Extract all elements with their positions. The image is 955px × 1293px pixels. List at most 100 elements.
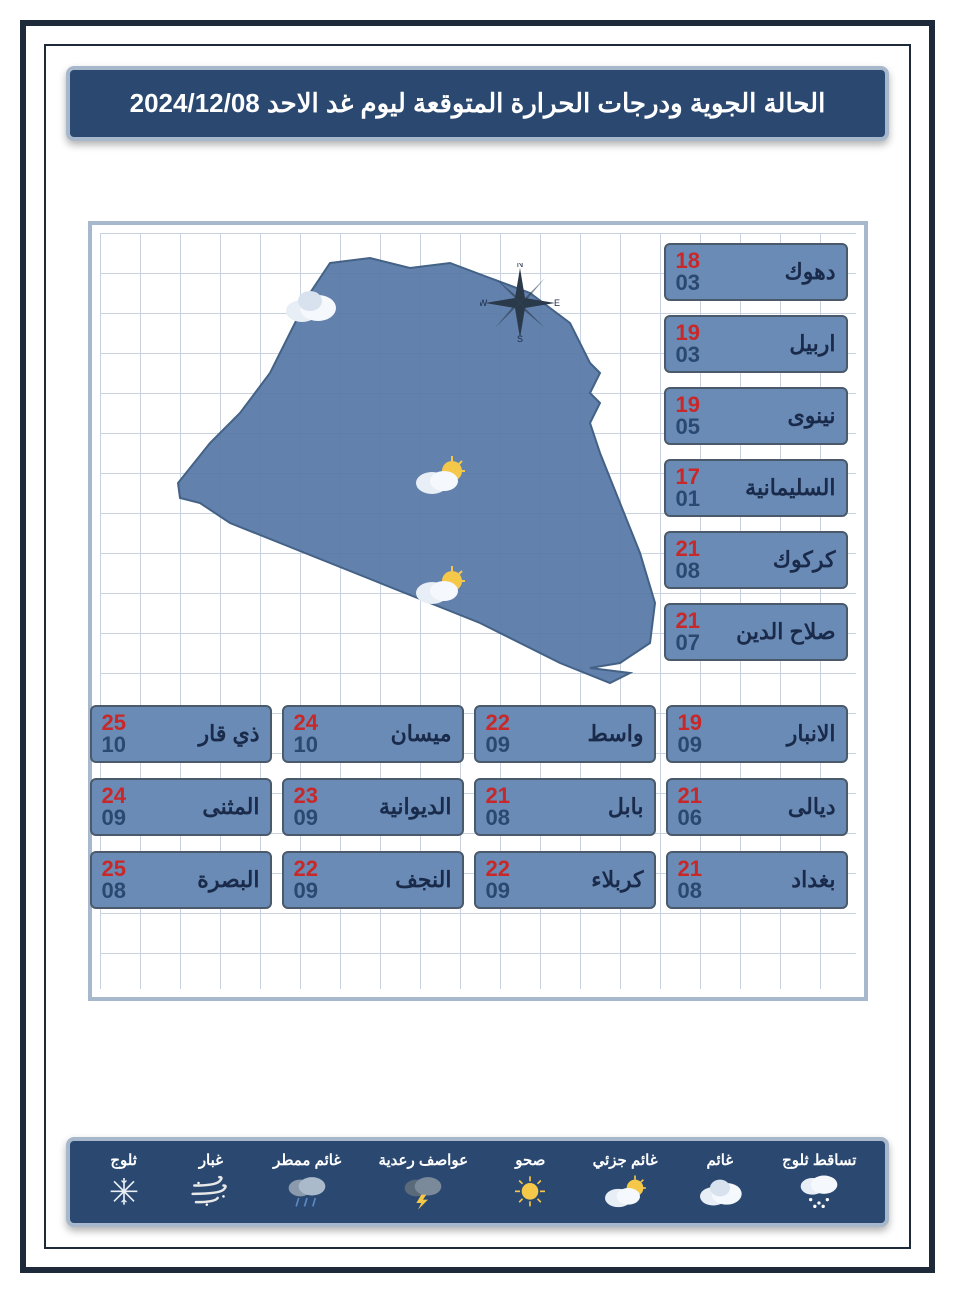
city-card: صلاح الدين 2107	[664, 603, 848, 661]
legend-label: صحو	[515, 1151, 545, 1169]
svg-text:S: S	[516, 334, 522, 343]
legend-item: عواصف رعدية	[378, 1151, 468, 1213]
legend-label: ثلوج	[110, 1151, 137, 1169]
city-name: ميسان	[391, 721, 452, 747]
temps: 1701	[676, 466, 700, 510]
city-card: نينوى 1905	[664, 387, 848, 445]
legend-label: غبار	[199, 1151, 223, 1169]
city-card: بغداد2108	[666, 851, 848, 909]
city-name: البصرة	[197, 867, 259, 893]
snow-icon	[99, 1173, 149, 1213]
city-name: صلاح الدين	[736, 619, 835, 645]
city-card: اربيل 1903	[664, 315, 848, 373]
partly-icon	[410, 453, 470, 498]
hi-temp: 24	[294, 712, 318, 734]
city-name: اربيل	[789, 331, 835, 357]
city-card: كربلاء2209	[474, 851, 656, 909]
city-card: دهوك 1803	[664, 243, 848, 301]
map-container: N S E W دهوك1803اربيل1903نينوى1905السليم…	[88, 221, 868, 1001]
city-card: ذي قار2510	[90, 705, 272, 763]
hi-temp: 22	[294, 858, 318, 880]
snow-fall-icon	[794, 1173, 844, 1213]
city-name: بابل	[608, 794, 644, 820]
city-card: الانبار 1909	[666, 705, 848, 763]
dust-icon	[186, 1173, 236, 1213]
hi-temp: 21	[676, 610, 700, 632]
city-name: واسط	[587, 721, 643, 747]
temps: 2209	[486, 712, 510, 756]
hi-temp: 19	[678, 712, 702, 734]
city-card: كركوك 2108	[664, 531, 848, 589]
title-text: الحالة الجوية ودرجات الحرارة المتوقعة لي…	[130, 88, 826, 118]
temps: 2106	[678, 785, 702, 829]
hi-temp: 18	[676, 250, 700, 272]
city-card: الديوانية2309	[282, 778, 464, 836]
lo-temp: 08	[678, 880, 702, 902]
lo-temp: 09	[294, 880, 318, 902]
lo-temp: 09	[486, 734, 510, 756]
partly-icon	[410, 563, 470, 608]
legend-label: تساقط ثلوج	[782, 1151, 856, 1169]
compass-rose-icon: N S E W	[480, 263, 560, 343]
legend-item: غائم ممطر	[273, 1151, 341, 1213]
city-name: نينوى	[788, 403, 836, 429]
hi-temp: 22	[486, 712, 510, 734]
lo-temp: 07	[676, 632, 700, 654]
hi-temp: 22	[486, 858, 510, 880]
hi-temp: 21	[486, 785, 510, 807]
lo-temp: 06	[678, 807, 702, 829]
hi-temp: 19	[676, 322, 700, 344]
legend-label: عواصف رعدية	[378, 1151, 468, 1169]
city-name: النجف	[395, 867, 451, 893]
legend-item: غائم	[695, 1151, 745, 1213]
lo-temp: 08	[676, 560, 700, 582]
legend-label: غائم جزئي	[593, 1151, 658, 1169]
hi-temp: 17	[676, 466, 700, 488]
city-card: ميسان 2410	[282, 705, 464, 763]
city-name: كركوك	[773, 547, 836, 573]
temps: 2107	[676, 610, 700, 654]
temps: 1903	[676, 322, 700, 366]
temps: 1803	[676, 250, 700, 294]
temps: 2510	[102, 712, 126, 756]
legend-item: غائم جزئي	[593, 1151, 658, 1213]
temps: 2108	[678, 858, 702, 902]
temps: 1909	[678, 712, 702, 756]
legend-item: غبار	[186, 1151, 236, 1213]
temps: 2410	[294, 712, 318, 756]
city-card: واسط 2209	[474, 705, 656, 763]
legend-label: غائم	[707, 1151, 734, 1169]
svg-text:N: N	[516, 263, 523, 269]
lo-temp: 08	[102, 880, 126, 902]
temps: 2508	[102, 858, 126, 902]
lo-temp: 03	[676, 344, 700, 366]
temps: 2409	[102, 785, 126, 829]
svg-text:E: E	[553, 298, 559, 308]
partly-cloudy-icon	[600, 1173, 650, 1213]
city-card: النجف 2209	[282, 851, 464, 909]
lo-temp: 09	[102, 807, 126, 829]
city-card: بابل2108	[474, 778, 656, 836]
city-card: السليمانية 1701	[664, 459, 848, 517]
city-name: الانبار	[787, 721, 836, 747]
lo-temp: 09	[678, 734, 702, 756]
city-name: السليمانية	[745, 475, 835, 501]
hi-temp: 21	[678, 858, 702, 880]
legend-item: تساقط ثلوج	[782, 1151, 856, 1213]
sunny-icon	[505, 1173, 555, 1213]
temps: 1905	[676, 394, 700, 438]
hi-temp: 23	[294, 785, 318, 807]
city-card: البصرة 2508	[90, 851, 272, 909]
city-name: دهوك	[785, 259, 836, 285]
temps: 2309	[294, 785, 318, 829]
hi-temp: 21	[678, 785, 702, 807]
rain-icon	[282, 1173, 332, 1213]
lo-temp: 01	[676, 488, 700, 510]
lo-temp: 10	[294, 734, 318, 756]
temps: 2209	[294, 858, 318, 902]
legend-item: صحو	[505, 1151, 555, 1213]
hi-temp: 21	[676, 538, 700, 560]
city-name: ديالى	[788, 794, 836, 820]
hi-temp: 19	[676, 394, 700, 416]
city-card: ديالى 2106	[666, 778, 848, 836]
